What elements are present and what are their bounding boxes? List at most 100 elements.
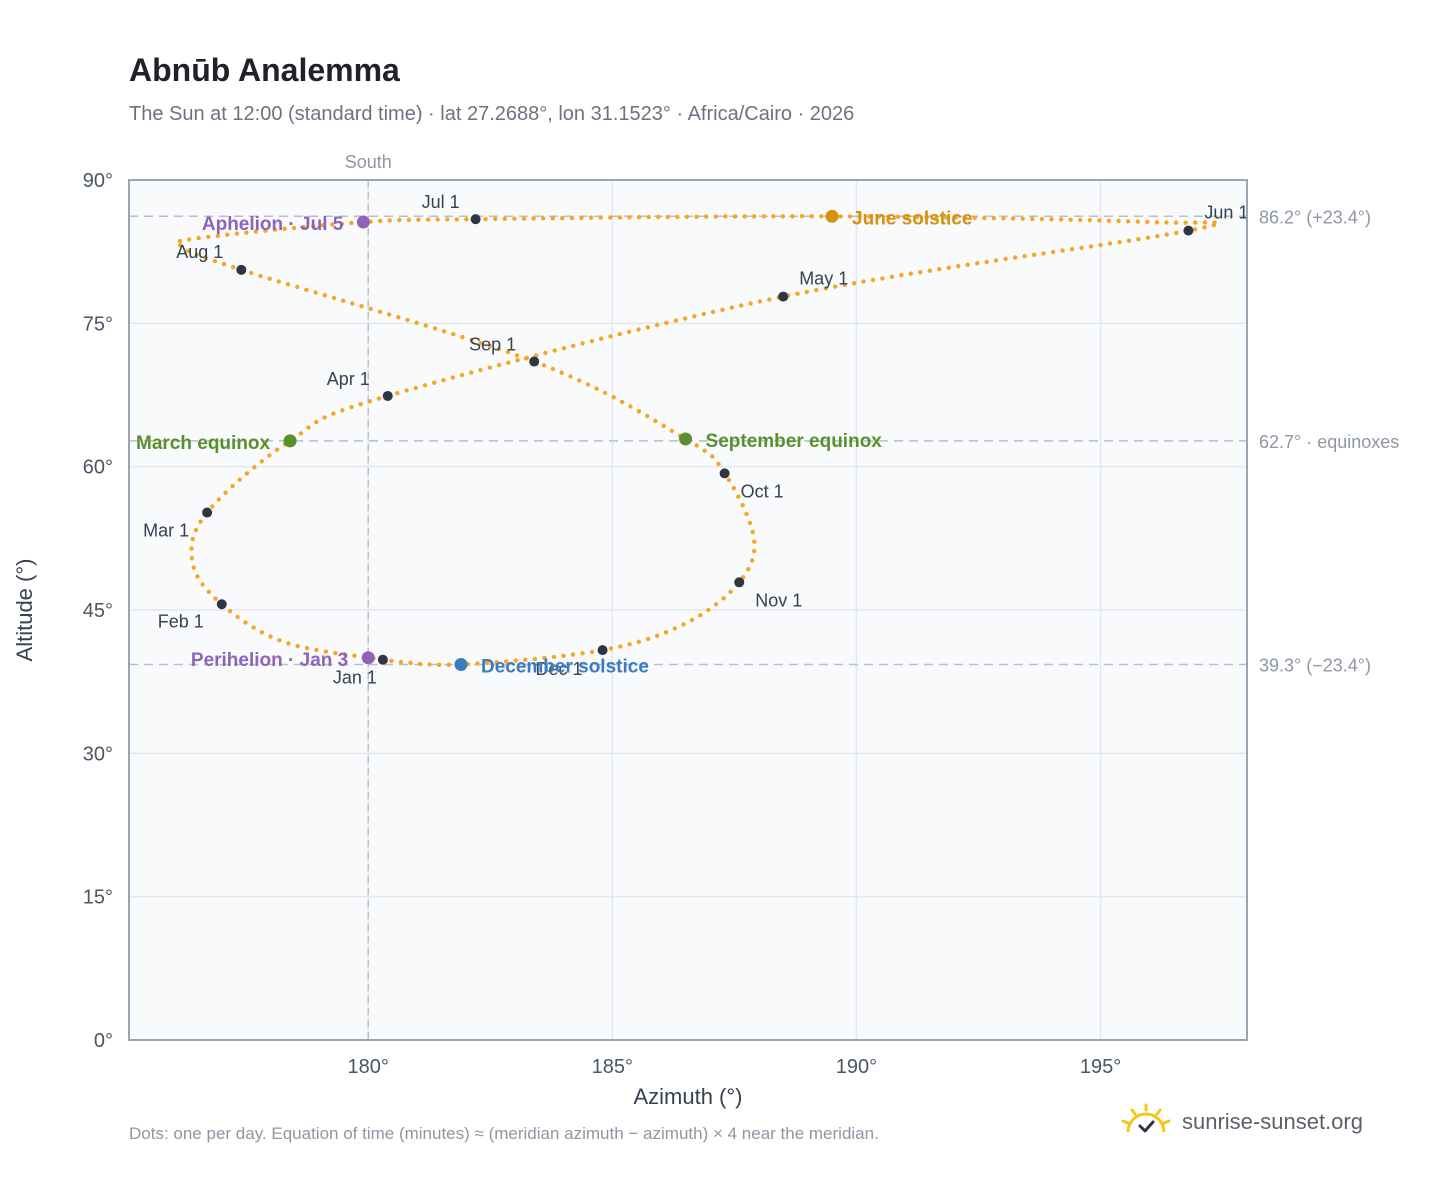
day-dot [506,360,511,365]
day-dot [212,258,218,264]
day-dot [432,380,437,385]
day-dot [249,270,254,276]
day-dot [432,326,438,331]
day-dot [833,284,838,289]
day-dot [459,372,465,378]
day-dot [740,503,745,508]
reference-line-label: 86.2° (+23.4°) [1259,207,1371,227]
y-tick-label: 60° [83,457,113,479]
day-dot [704,214,709,219]
day-dot [561,653,566,658]
day-dot [422,383,428,388]
day-dot [588,215,594,220]
day-dot [619,399,625,405]
day-dot [496,346,502,352]
day-dot [496,362,502,368]
day-dot [569,215,575,221]
day-dot [752,539,757,544]
event-marker [825,209,839,223]
day-dot [608,646,614,651]
day-dot [330,222,335,227]
day-dot [251,625,256,630]
y-tick-label: 30° [83,743,113,765]
day-dot [505,349,511,355]
day-dot [277,638,282,643]
day-dot [580,341,585,346]
brand[interactable]: sunrise-sunset.org [1120,1102,1363,1141]
day-dot [187,237,192,242]
day-dot [367,399,372,404]
day-dot [723,214,728,219]
brand-link[interactable]: sunrise-sunset.org [1182,1108,1363,1134]
day-dot [227,609,233,614]
day-dot [1126,219,1131,224]
day-dot [598,215,603,220]
day-dot [386,312,392,317]
month-marker [1183,225,1194,236]
day-dot [244,471,250,476]
day-dot [189,556,195,561]
day-dot [580,651,585,656]
day-dot [198,519,203,524]
day-dot [636,639,641,644]
day-dot [350,301,355,306]
day-dot [748,301,753,306]
day-dot [842,282,847,288]
x-tick-label: 190° [836,1056,877,1078]
day-dot [924,215,929,220]
day-dot [653,418,658,424]
day-dot [210,504,215,509]
day-dot [304,287,309,292]
day-dot [1058,217,1064,222]
day-dot [541,216,546,221]
day-dot [541,363,547,368]
day-dot [389,658,394,664]
day-dot [1060,248,1065,253]
day-dot [417,661,423,667]
event-marker [361,651,375,665]
chart-subtitle: The Sun at 12:00 (standard time) · lat 2… [129,103,855,125]
x-tick-label: 185° [592,1056,633,1078]
day-dot [460,334,465,340]
day-dot [377,218,383,224]
reference-lines: South 86.2° (+23.4°) 62.7° · equinoxes 39.3… [129,152,1399,1040]
event-label: June solstice [852,208,972,229]
day-dot [416,217,421,222]
day-dot [225,232,230,237]
day-dot [742,214,747,219]
day-dot [729,305,734,310]
day-dot [1022,254,1027,259]
day-dot [450,375,455,380]
day-dot [713,602,719,607]
y-axis-label: Altitude (°) [12,559,37,662]
event-label: September equinox [706,431,883,452]
chart-title: Abnūb Analemma [129,52,400,88]
day-dot [396,315,401,320]
day-dot [268,634,273,639]
day-dot [301,224,306,230]
footnote: Dots: one per day. Equation of time (min… [129,1124,879,1143]
day-dot [342,652,348,657]
day-dot [747,520,753,526]
day-dot [617,215,623,220]
day-dot [387,218,392,223]
day-dot [579,215,584,221]
day-dot [543,350,548,356]
day-dot [736,494,741,499]
day-dot [720,307,725,312]
day-dot [285,282,291,287]
event-marker [356,215,370,229]
day-dot [200,582,205,587]
day-dot [341,298,346,303]
day-dot [514,353,520,358]
day-dot [1106,218,1112,223]
day-dot [521,216,527,221]
day-dot [728,589,733,594]
day-dot [716,461,721,467]
day-dot [867,214,872,219]
day-dot [757,299,763,304]
event-marker [679,432,693,446]
day-dot [701,311,706,317]
day-dot [746,567,751,572]
day-dot [1030,216,1035,222]
